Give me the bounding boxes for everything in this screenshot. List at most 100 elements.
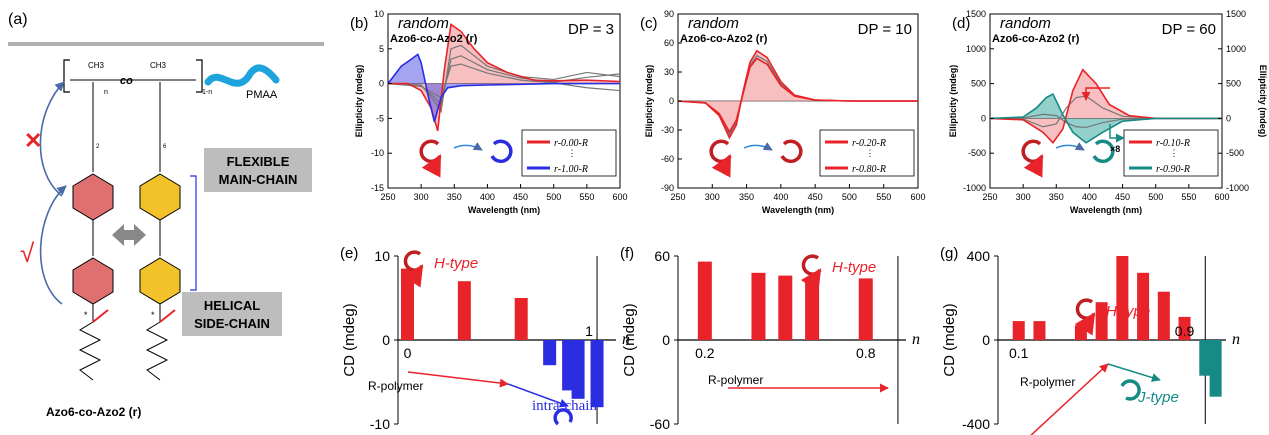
y-axis-label: CD (mdeg) [941, 303, 958, 376]
y2-tick-label: -500 [1226, 148, 1244, 158]
bar [751, 272, 766, 340]
x-tick-label: 350 [739, 192, 754, 202]
n-tick-label: 1 [585, 323, 593, 339]
legend-label: r-0.00-R [554, 138, 588, 149]
transition-arrow [1055, 142, 1085, 151]
pmaa-tail [204, 64, 280, 87]
y-tick-label: -30 [661, 125, 674, 135]
y-tick-label: 0 [379, 79, 384, 89]
y-tick-label: 500 [971, 79, 986, 89]
bar [778, 275, 793, 340]
x-tick-label: 450 [513, 192, 528, 202]
x-axis-label: Wavelength (nm) [1070, 205, 1142, 215]
n-tick-label: 0.2 [695, 345, 715, 361]
y-axis-label: Ellipticity (mdeg) [948, 65, 958, 138]
n-tick-label: 0 [404, 345, 412, 361]
plot-frame [387, 13, 621, 189]
panel-label: (b) [350, 15, 368, 32]
y-tick-label: 60 [664, 38, 674, 48]
multiplier-label: ×8 [1110, 144, 1120, 154]
y-tick-label: 30 [664, 67, 674, 77]
y-axis-label: CD (mdeg) [341, 303, 358, 376]
x-tick-label: 550 [579, 192, 594, 202]
series-fill-1 [388, 54, 620, 122]
y-tick-label: 5 [379, 44, 384, 54]
x-axis-label: n [622, 331, 630, 348]
bar [514, 298, 528, 340]
x-tick-label: 450 [808, 192, 823, 202]
ch3-label-1: CH3 [88, 61, 105, 70]
right-star: * [151, 310, 155, 320]
flexible-label-line2: MAIN-CHAIN [219, 172, 298, 187]
bar [1116, 256, 1129, 340]
pmaa-label: PMAA [246, 89, 278, 101]
y-axis-label: Ellipticity (mdeg) [644, 65, 654, 138]
chart-subtitle: random [398, 15, 449, 32]
panel-label: (d) [952, 15, 970, 32]
x-tick-label: 600 [910, 192, 925, 202]
x-tick-label: 550 [876, 192, 891, 202]
left-methyl [92, 309, 109, 323]
series-line-1 [989, 92, 1222, 144]
series-fill-0 [990, 69, 1222, 143]
y-tick-label: -500 [968, 148, 986, 158]
sub-n: n [104, 89, 108, 96]
bar [1012, 321, 1025, 340]
x-tick-label: 400 [1082, 192, 1097, 202]
y-tick-label: 10 [374, 248, 390, 264]
left-bracket [63, 59, 70, 93]
cross-icon: ✕ [24, 128, 42, 153]
panel-a-rule [8, 42, 324, 46]
x-axis-label: n [1232, 331, 1240, 348]
y2-tick-label: -1000 [1226, 183, 1249, 193]
x-tick-label: 400 [773, 192, 788, 202]
x-tick-label: 500 [546, 192, 561, 202]
x-tick-label: 500 [1148, 192, 1163, 202]
right-upper-ring [139, 173, 181, 221]
red-trend-arrow [1030, 363, 1109, 435]
series-line-1 [677, 57, 918, 134]
co-label: co [120, 75, 133, 87]
bar [1178, 316, 1191, 340]
bar [1157, 291, 1170, 340]
panel-g: -400 0 400 n CD (mdeg) (g) 0.1 0.9 H-type R-polym… [940, 245, 1240, 435]
series-line-4 [387, 63, 621, 99]
x-axis-label: Wavelength (nm) [762, 205, 834, 215]
transition-arrow [453, 142, 483, 151]
plot-frame [989, 13, 1223, 189]
helix-right-icon [1092, 139, 1115, 164]
left-lower-ring [72, 257, 114, 305]
x-tick-label: 500 [842, 192, 857, 202]
lower-curved-arrow [39, 185, 67, 305]
legend-label: r-0.90-R [1156, 164, 1190, 175]
right-bracket [196, 59, 203, 93]
bar [571, 340, 585, 399]
chart-subtitle: random [1000, 15, 1051, 32]
chart-title: Azo6-co-Azo2 (r) [992, 33, 1080, 45]
x-tick-label: 350 [447, 192, 462, 202]
n-tick-label: 0.9 [1175, 323, 1195, 339]
x-tick-label: 350 [1049, 192, 1064, 202]
ch3-label-2: CH3 [150, 61, 167, 70]
y-tick-label: 90 [664, 9, 674, 19]
transition-arrow [743, 142, 773, 151]
helical-box [182, 292, 282, 336]
h-type-label: H-type [1106, 303, 1150, 320]
bar [543, 340, 557, 366]
blue-trend-arrow [507, 383, 569, 408]
chart-title: Azo6-co-Azo2 (r) [680, 33, 768, 45]
x-tick-label: 250 [380, 192, 395, 202]
bar [1199, 340, 1212, 376]
series-line-2 [387, 44, 621, 114]
y2-axis-label: Ellipticity (mdeg) [1258, 65, 1268, 138]
panel-b: 250 300 350 400 450 500 550 600 -15 -10 -5 0 5 10 Wave… [350, 9, 628, 215]
polymer-name: Azo6-co-Azo2 (r) [46, 405, 141, 419]
y-tick-label: 0 [669, 96, 674, 106]
y-tick-label: -10 [370, 416, 390, 432]
panel-label: (f) [620, 245, 634, 262]
y-tick-label: 1000 [966, 44, 986, 54]
legend-label: r-0.20-R [852, 138, 886, 149]
x-axis-label: Wavelength (nm) [468, 205, 540, 215]
